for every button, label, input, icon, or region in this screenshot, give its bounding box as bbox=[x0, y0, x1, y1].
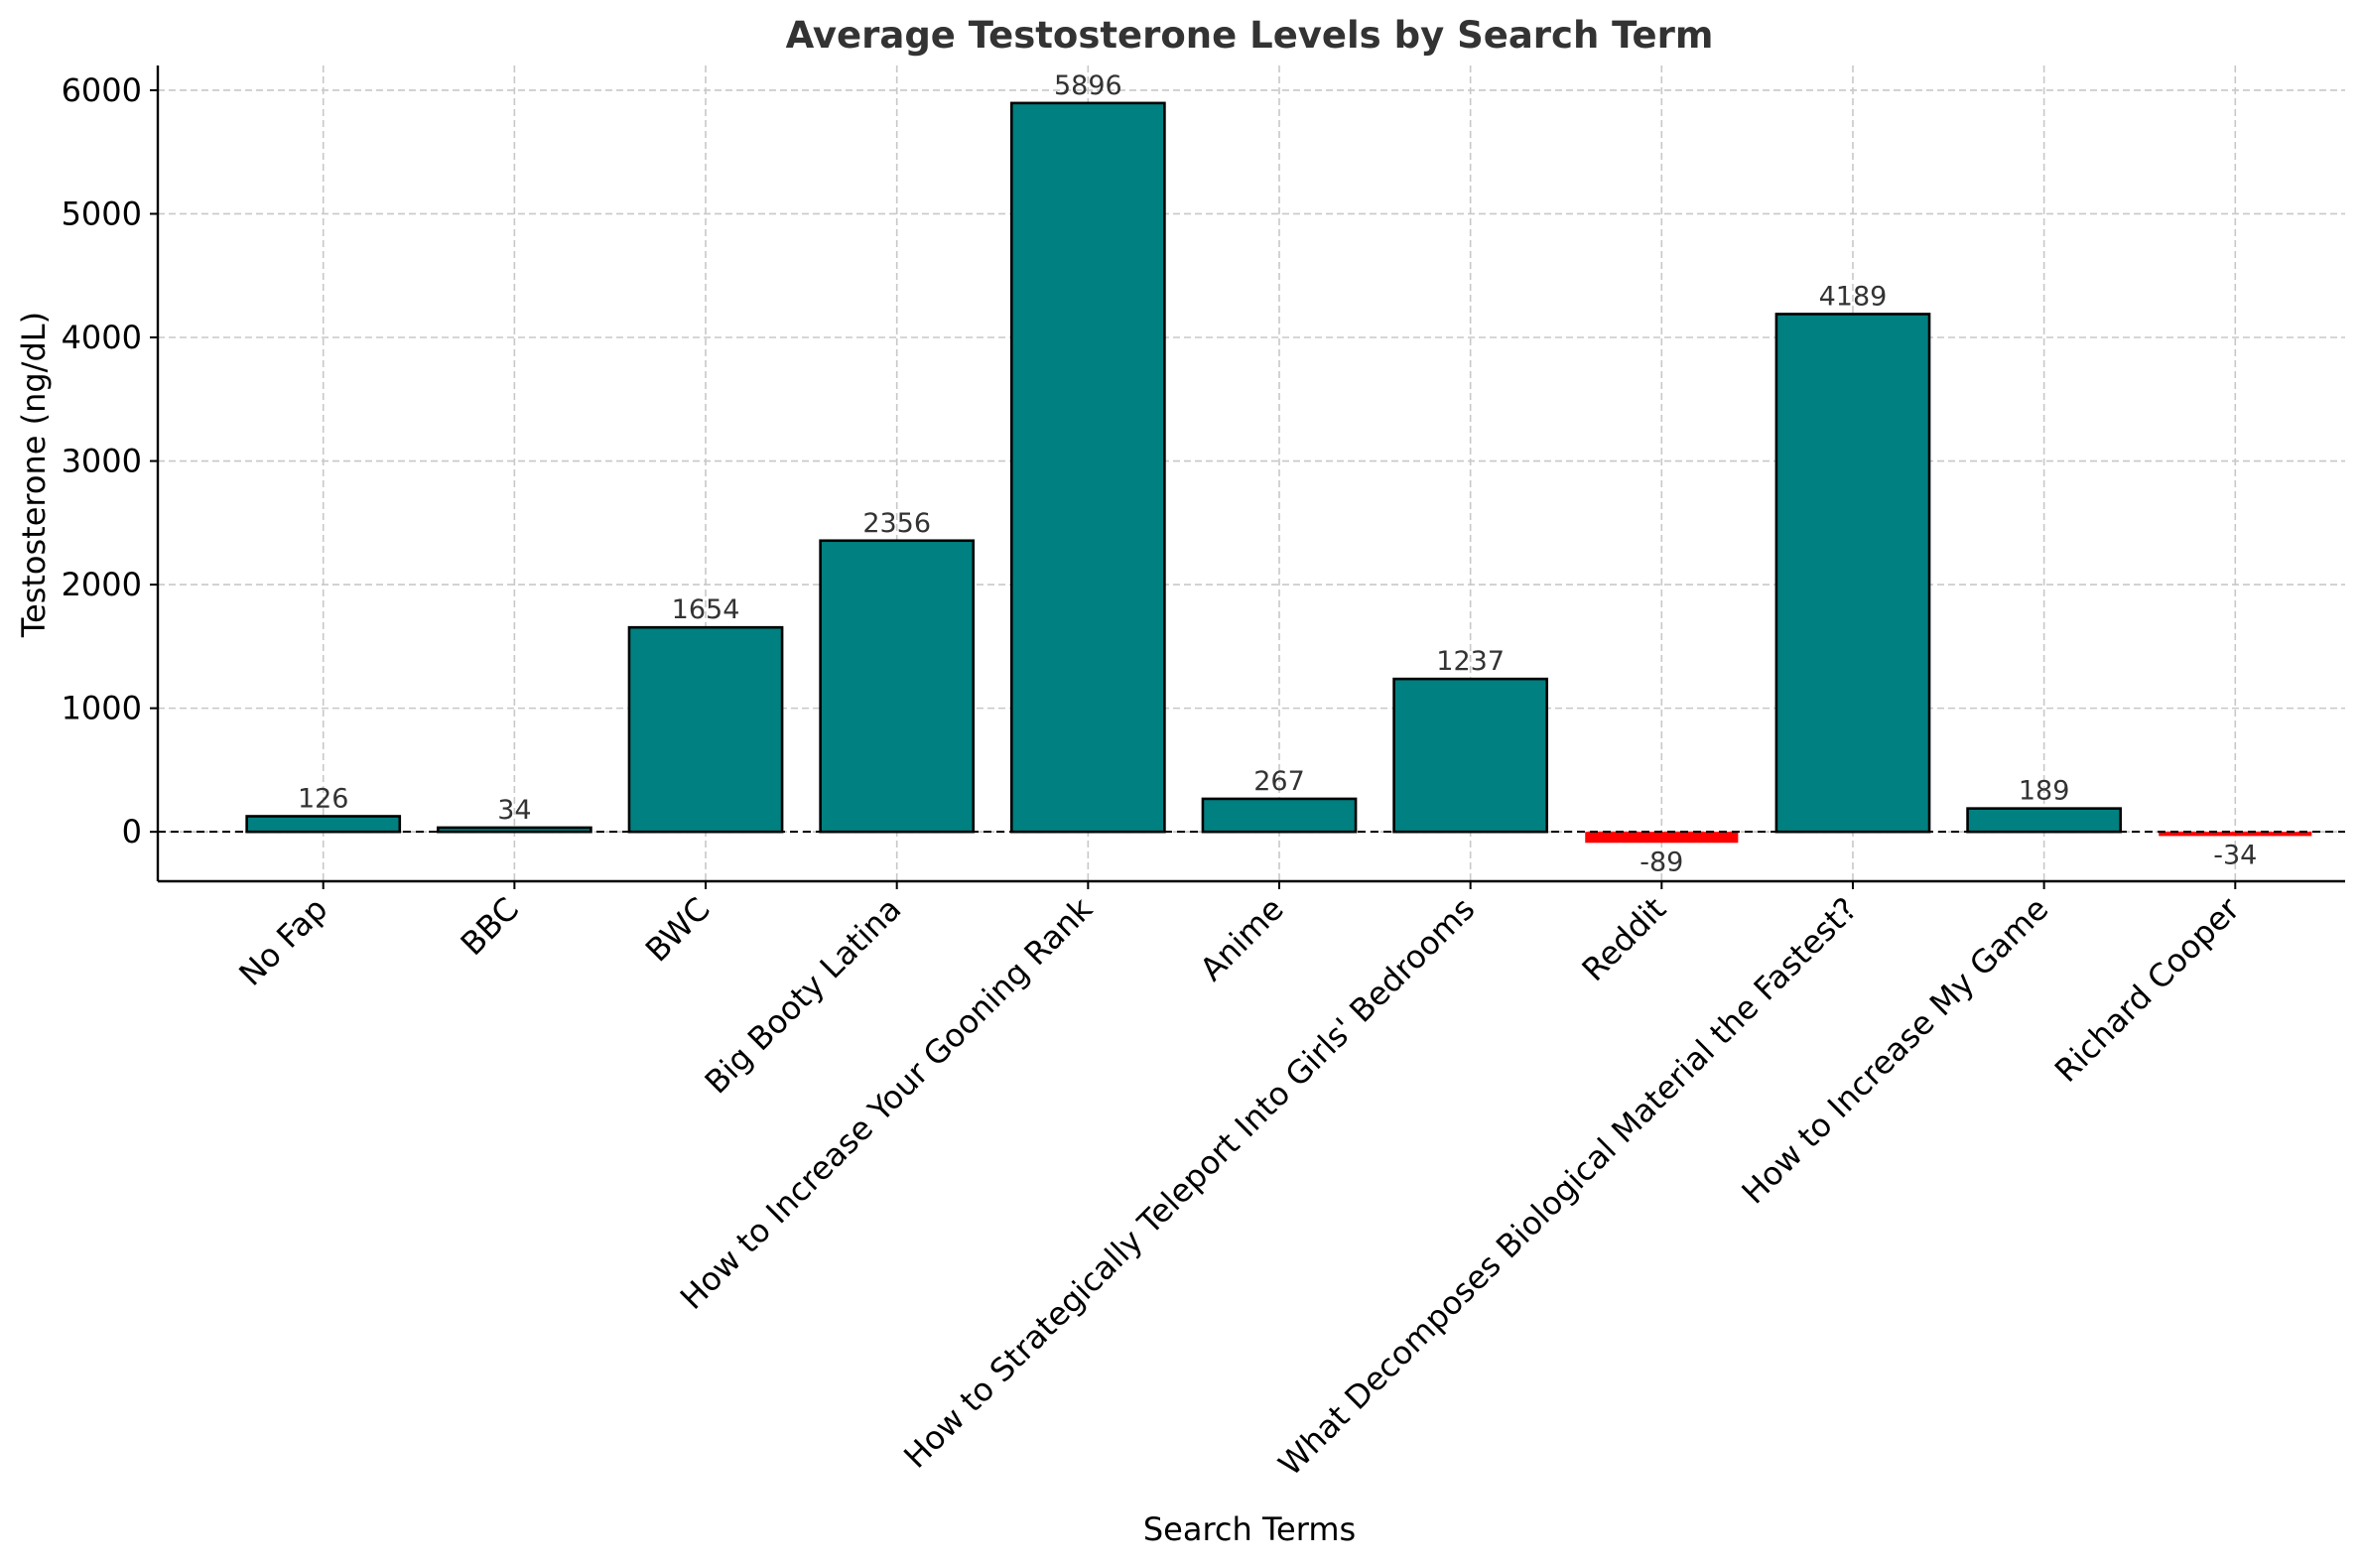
y-tick-label: 6000 bbox=[62, 71, 142, 109]
y-tick-label: 3000 bbox=[62, 443, 142, 480]
y-tick-label: 4000 bbox=[62, 319, 142, 356]
x-tick-label: BBC bbox=[454, 890, 526, 963]
x-tick-label: How to Increase My Game bbox=[1735, 890, 2056, 1212]
data-label: 1654 bbox=[672, 594, 740, 625]
bar bbox=[819, 539, 976, 834]
bar bbox=[1966, 807, 2122, 834]
data-label: 4189 bbox=[1819, 281, 1888, 312]
data-label: 189 bbox=[2019, 776, 2070, 807]
grid-lines bbox=[158, 65, 2345, 881]
x-axis-label: Search Terms bbox=[1143, 1510, 1356, 1548]
x-tick-label: No Fap bbox=[231, 890, 334, 993]
x-tick-label: How to Increase Your Gooning Rank bbox=[673, 889, 1100, 1316]
axes-spines bbox=[156, 65, 2345, 883]
bar bbox=[1585, 832, 1739, 844]
y-tick-label: 2000 bbox=[62, 566, 142, 603]
data-label: -89 bbox=[1640, 847, 1683, 877]
y-tick-label: 5000 bbox=[62, 195, 142, 232]
bar bbox=[1201, 797, 1358, 834]
chart-title: Average Testosterone Levels by Search Te… bbox=[786, 14, 1714, 57]
x-tick-label: BWC bbox=[638, 890, 718, 970]
bars bbox=[245, 101, 2312, 844]
data-label: 1237 bbox=[1436, 646, 1505, 677]
data-label: 5896 bbox=[1054, 70, 1122, 101]
x-tick-label: Anime bbox=[1193, 890, 1291, 988]
y-tick-label: 0 bbox=[122, 813, 142, 850]
x-tick-label: Reddit bbox=[1575, 890, 1673, 988]
data-label: 34 bbox=[497, 795, 531, 826]
data-labels: 126 34 1654 2356 5896 267 1237 -89 4189 189 -34 bbox=[298, 70, 2257, 877]
y-axis-ticks: 0 1000 2000 3000 4000 5000 6000 bbox=[62, 71, 158, 850]
data-label: 2356 bbox=[862, 508, 931, 539]
data-label: 126 bbox=[298, 783, 349, 814]
bar bbox=[2159, 832, 2312, 837]
bar bbox=[1009, 101, 1166, 834]
x-tick-label: Big Booty Latina bbox=[698, 890, 909, 1102]
bar bbox=[437, 826, 592, 834]
y-tick-label: 1000 bbox=[62, 690, 142, 727]
data-label: 267 bbox=[1253, 766, 1305, 797]
y-axis-label: Testosterone (ng/dL) bbox=[15, 312, 53, 638]
bar bbox=[245, 815, 402, 834]
bar bbox=[1392, 677, 1549, 834]
data-label: -34 bbox=[2213, 840, 2257, 870]
bar bbox=[627, 625, 784, 834]
bar bbox=[1774, 313, 1931, 834]
x-tick-label: Richard Cooper bbox=[2047, 889, 2248, 1090]
